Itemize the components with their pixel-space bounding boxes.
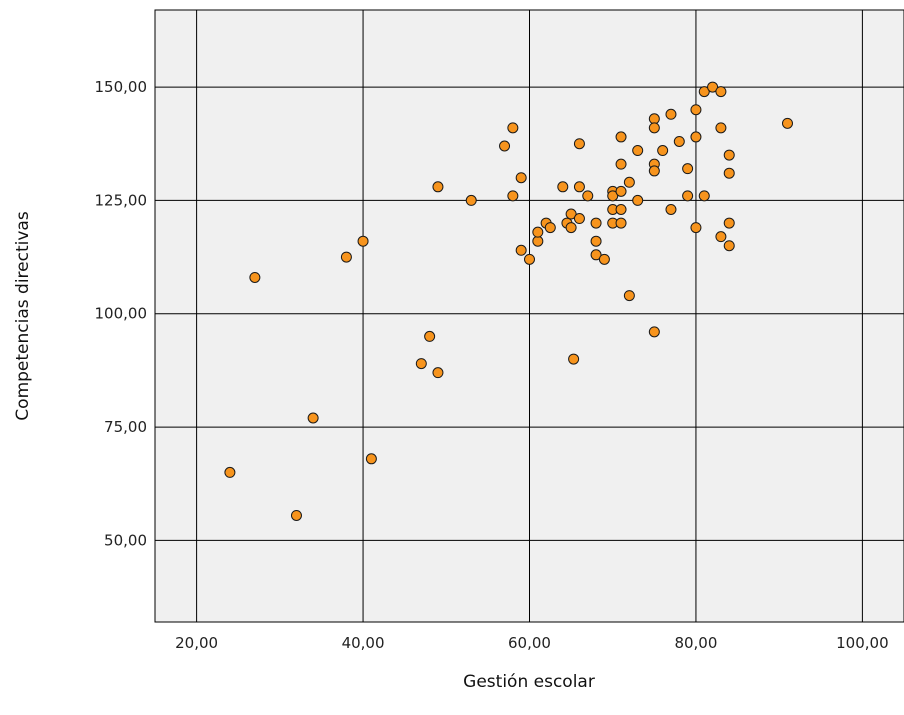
data-point	[590, 249, 602, 261]
data-point	[648, 326, 660, 338]
data-point	[340, 251, 352, 263]
data-point	[698, 190, 710, 202]
data-point	[499, 140, 511, 152]
data-point	[224, 466, 236, 478]
data-point	[415, 358, 427, 370]
data-point	[515, 244, 527, 256]
data-point	[615, 185, 627, 197]
y-tick-label: 125,00	[95, 191, 148, 209]
grid-lines	[155, 10, 904, 622]
data-point	[623, 176, 635, 188]
data-point	[598, 253, 610, 265]
data-point	[715, 231, 727, 243]
data-point	[673, 135, 685, 147]
data-point	[665, 108, 677, 120]
y-axis-title: Competencias directivas	[13, 211, 33, 421]
y-tick-label: 75,00	[104, 418, 147, 436]
data-point	[290, 509, 302, 521]
data-point	[582, 190, 594, 202]
data-point	[698, 86, 710, 98]
x-tick-label: 100,00	[836, 634, 889, 652]
data-point	[615, 131, 627, 143]
data-point	[607, 190, 619, 202]
data-point	[432, 181, 444, 193]
data-point	[707, 81, 719, 93]
data-point	[307, 412, 319, 424]
data-points	[224, 81, 793, 521]
data-point	[665, 203, 677, 215]
data-point	[507, 122, 519, 134]
data-point	[573, 181, 585, 193]
data-point	[657, 145, 669, 157]
x-tick-label: 80,00	[674, 634, 717, 652]
data-point	[648, 165, 660, 177]
data-point	[557, 181, 569, 193]
data-point	[781, 117, 793, 129]
data-point	[615, 158, 627, 170]
y-tick-label: 50,00	[104, 531, 147, 549]
data-point	[365, 453, 377, 465]
data-point	[632, 145, 644, 157]
data-point	[615, 203, 627, 215]
data-point	[590, 217, 602, 229]
data-point	[573, 138, 585, 150]
data-point	[249, 271, 261, 283]
y-tick-label: 150,00	[95, 78, 148, 96]
data-point	[432, 367, 444, 379]
data-point	[544, 222, 556, 234]
x-tick-labels: 20,00 40,00 60,00 80,00 100,00	[175, 634, 889, 652]
data-point	[565, 222, 577, 234]
data-point	[723, 149, 735, 161]
x-tick-label: 60,00	[508, 634, 551, 652]
y-tick-label: 100,00	[95, 305, 148, 323]
data-point	[723, 240, 735, 252]
data-point	[532, 235, 544, 247]
data-point	[424, 330, 436, 342]
data-point	[568, 353, 580, 365]
x-tick-label: 40,00	[342, 634, 385, 652]
data-point	[690, 222, 702, 234]
data-point	[590, 235, 602, 247]
data-point	[682, 163, 694, 175]
data-point	[648, 122, 660, 134]
data-point	[715, 86, 727, 98]
data-point	[573, 213, 585, 225]
data-point	[715, 122, 727, 134]
data-point	[524, 253, 535, 265]
data-point	[623, 290, 635, 302]
data-point	[565, 208, 577, 220]
data-point	[615, 217, 627, 229]
data-point	[532, 226, 544, 238]
data-point	[648, 113, 660, 125]
data-point	[723, 167, 735, 179]
data-point	[690, 131, 702, 143]
data-point	[515, 172, 527, 184]
x-tick-label: 20,00	[175, 634, 218, 652]
data-point	[465, 194, 477, 206]
data-point	[507, 190, 519, 202]
x-axis-title: Gestión escolar	[463, 672, 595, 692]
y-tick-labels: 50,00 75,00 100,00 125,00 150,00	[95, 78, 148, 549]
data-point	[632, 194, 644, 206]
data-point	[357, 235, 369, 247]
data-point	[690, 104, 702, 116]
data-point	[723, 217, 735, 229]
data-point	[682, 190, 694, 202]
